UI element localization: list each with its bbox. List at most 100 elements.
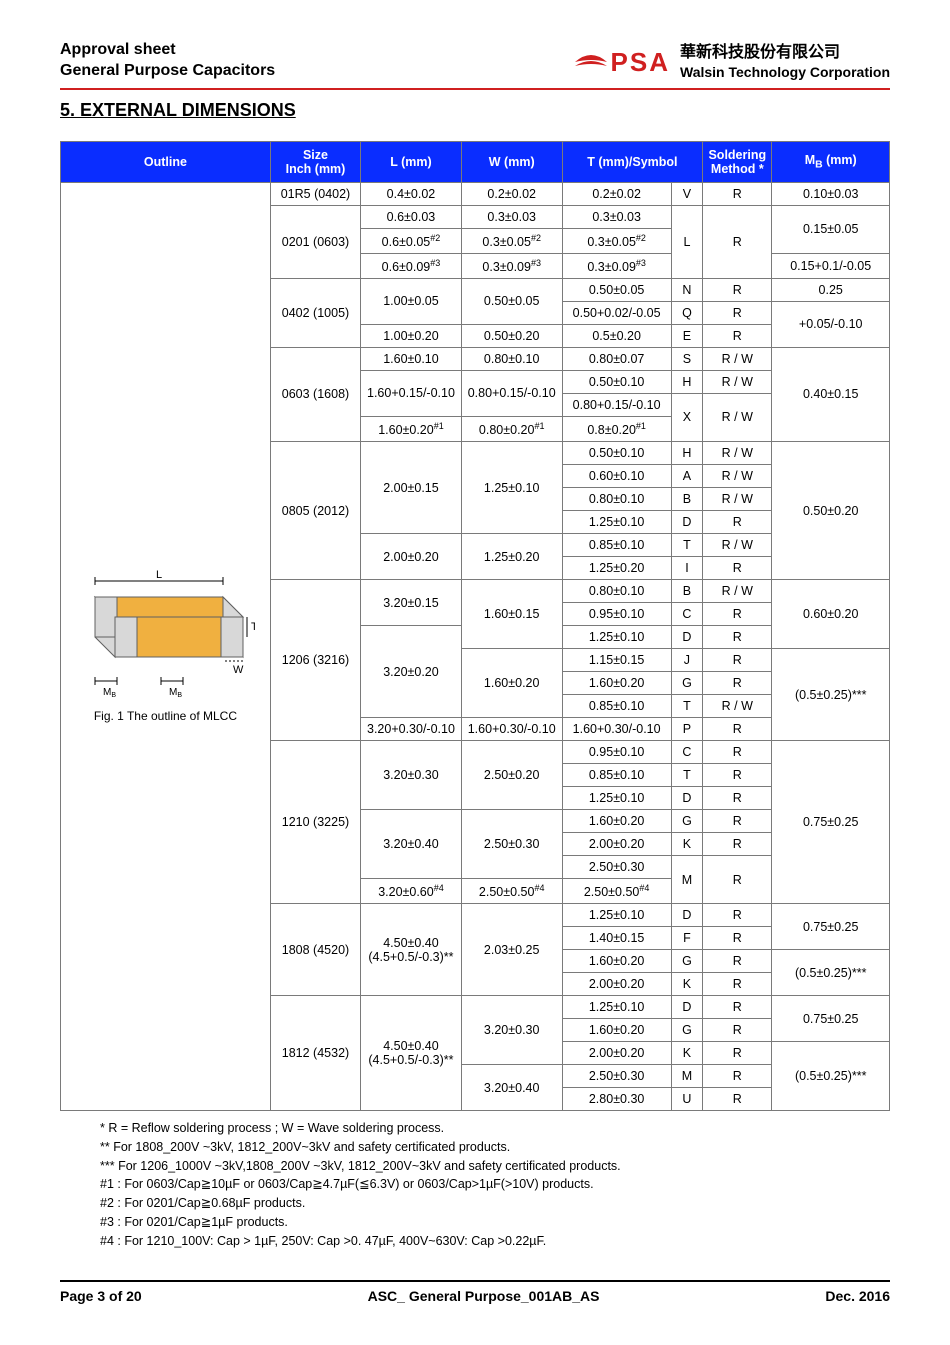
svg-text:MB: MB: [103, 687, 116, 699]
cell-t: 0.80±0.10: [562, 488, 671, 511]
cell-mb: (0.5±0.25)***: [772, 649, 890, 741]
cell-soldering: R: [703, 557, 772, 580]
cell-mb: 0.25: [772, 278, 890, 301]
cell-symbol: T: [671, 695, 702, 718]
cell-mb: 0.15±0.05: [772, 205, 890, 253]
cell-size: 1812 (4532): [270, 996, 360, 1111]
cell-t: 0.3±0.05#2: [562, 228, 671, 253]
cell-w: 0.3±0.05#2: [461, 228, 562, 253]
psa-logo-icon: [573, 48, 609, 76]
cell-symbol: V: [671, 182, 702, 205]
cell-soldering: R: [703, 973, 772, 996]
cell-size: 0805 (2012): [270, 442, 360, 580]
cell-t: 2.00±0.20: [562, 1042, 671, 1065]
footnote-line: #3 : For 0201/Cap≧1µF products.: [100, 1213, 890, 1232]
cell-w: 0.80+0.15/-0.10: [461, 370, 562, 416]
cell-l: 1.60±0.10: [361, 347, 462, 370]
cell-mb: (0.5±0.25)***: [772, 950, 890, 996]
header-right: PSA 華新科技股份有限公司 Walsin Technology Corpora…: [573, 43, 890, 82]
cell-symbol: M: [671, 856, 702, 904]
cell-l: 0.6±0.03: [361, 205, 462, 228]
section-title: 5. EXTERNAL DIMENSIONS: [60, 100, 890, 121]
cell-symbol: K: [671, 973, 702, 996]
cell-soldering: R / W: [703, 488, 772, 511]
cell-soldering: R / W: [703, 370, 772, 393]
cell-symbol: A: [671, 465, 702, 488]
cell-w: 0.50±0.20: [461, 324, 562, 347]
cell-symbol: H: [671, 370, 702, 393]
cell-l: 3.20+0.30/-0.10: [361, 718, 462, 741]
cell-mb: +0.05/-0.10: [772, 301, 890, 347]
cell-symbol: T: [671, 764, 702, 787]
cell-t: 1.60±0.20: [562, 672, 671, 695]
cell-l: 3.20±0.30: [361, 741, 462, 810]
cell-soldering: R / W: [703, 442, 772, 465]
cell-t: 2.80±0.30: [562, 1088, 671, 1111]
cell-symbol: D: [671, 996, 702, 1019]
cell-t: 1.25±0.20: [562, 557, 671, 580]
cell-t: 0.80±0.10: [562, 580, 671, 603]
cell-soldering: R: [703, 182, 772, 205]
cell-symbol: D: [671, 626, 702, 649]
cell-mb: 0.15+0.1/-0.05: [772, 253, 890, 278]
cell-l: 0.4±0.02: [361, 182, 462, 205]
cell-symbol: G: [671, 950, 702, 973]
cell-symbol: H: [671, 442, 702, 465]
cell-soldering: R / W: [703, 534, 772, 557]
cell-l: 2.00±0.15: [361, 442, 462, 534]
cell-soldering: R: [703, 950, 772, 973]
cell-t: 1.25±0.10: [562, 904, 671, 927]
cell-mb: 0.75±0.25: [772, 996, 890, 1042]
cell-soldering: R: [703, 718, 772, 741]
cell-l: 0.6±0.09#3: [361, 253, 462, 278]
cell-symbol: N: [671, 278, 702, 301]
cell-soldering: R: [703, 626, 772, 649]
cell-t: 0.85±0.10: [562, 534, 671, 557]
cell-symbol: U: [671, 1088, 702, 1111]
cell-size: 1210 (3225): [270, 741, 360, 904]
cell-mb: 0.60±0.20: [772, 580, 890, 649]
cell-t: 1.60±0.20: [562, 950, 671, 973]
cell-t: 1.25±0.10: [562, 511, 671, 534]
svg-text:T: T: [251, 621, 255, 633]
cell-w: 0.3±0.09#3: [461, 253, 562, 278]
cell-soldering: R: [703, 1019, 772, 1042]
cell-t: 0.8±0.20#1: [562, 416, 671, 441]
cell-t: 0.50±0.10: [562, 370, 671, 393]
cell-soldering: R: [703, 1065, 772, 1088]
cell-t: 0.3±0.03: [562, 205, 671, 228]
cell-soldering: R: [703, 324, 772, 347]
cell-soldering: R: [703, 511, 772, 534]
cell-mb: 0.10±0.03: [772, 182, 890, 205]
cell-l: 3.20±0.40: [361, 810, 462, 879]
cell-soldering: R / W: [703, 347, 772, 370]
cell-size: 1808 (4520): [270, 904, 360, 996]
cell-mb: 0.50±0.20: [772, 442, 890, 580]
col-t: T (mm)/Symbol: [562, 141, 703, 182]
cell-symbol: K: [671, 833, 702, 856]
cell-t: 0.80+0.15/-0.10: [562, 393, 671, 416]
cell-t: 2.50±0.50#4: [562, 879, 671, 904]
cell-soldering: R: [703, 278, 772, 301]
cell-symbol: G: [671, 810, 702, 833]
cell-w: 1.60±0.15: [461, 580, 562, 649]
cell-symbol: M: [671, 1065, 702, 1088]
cell-w: 3.20±0.40: [461, 1065, 562, 1111]
cell-symbol: F: [671, 927, 702, 950]
cell-size: 0603 (1608): [270, 347, 360, 441]
cell-mb: (0.5±0.25)***: [772, 1042, 890, 1111]
cell-symbol: B: [671, 488, 702, 511]
page: Approval sheet General Purpose Capacitor…: [0, 0, 950, 1334]
cell-symbol: C: [671, 603, 702, 626]
cell-l: 1.60+0.15/-0.10: [361, 370, 462, 416]
cell-w: 0.80±0.10: [461, 347, 562, 370]
dimensions-table: Outline Size Inch (mm) L (mm) W (mm) T (…: [60, 141, 890, 1112]
cell-t: 1.25±0.10: [562, 787, 671, 810]
cell-t: 1.40±0.15: [562, 927, 671, 950]
cell-symbol: B: [671, 580, 702, 603]
table-header-row: Outline Size Inch (mm) L (mm) W (mm) T (…: [61, 141, 890, 182]
cell-t: 1.60±0.20: [562, 1019, 671, 1042]
footnote-line: *** For 1206_1000V ~3kV,1808_200V ~3kV, …: [100, 1157, 890, 1176]
cell-soldering: R: [703, 996, 772, 1019]
cell-soldering: R: [703, 672, 772, 695]
